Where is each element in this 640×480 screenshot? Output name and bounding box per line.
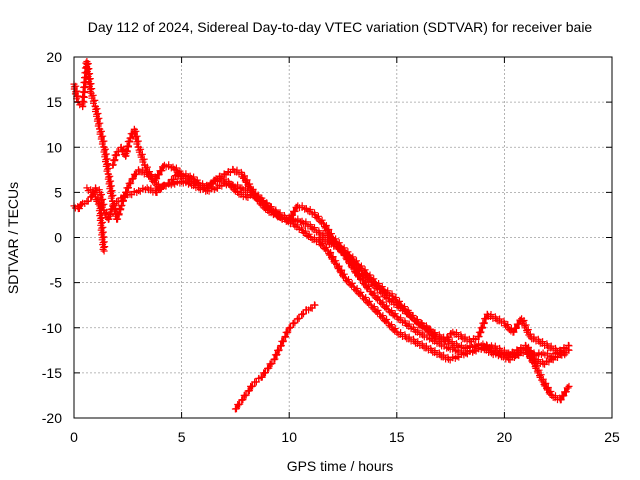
series-trace-a bbox=[70, 177, 573, 361]
x-tick-label: 0 bbox=[70, 429, 78, 445]
series-markers bbox=[315, 234, 573, 368]
series-markers bbox=[83, 184, 109, 255]
y-tick-label: -20 bbox=[42, 410, 62, 426]
x-tick-label: 20 bbox=[497, 429, 513, 445]
series-trace-f bbox=[83, 184, 109, 255]
x-axis-label: GPS time / hours bbox=[287, 458, 394, 474]
plot-frame bbox=[73, 56, 613, 419]
series-markers bbox=[70, 177, 573, 361]
series-trace-d bbox=[315, 234, 573, 368]
y-tick-label: 0 bbox=[54, 230, 62, 246]
y-tick-label: -15 bbox=[42, 365, 62, 381]
y-tick-label: -10 bbox=[42, 320, 62, 336]
y-axis-label: SDTVAR / TECUs bbox=[5, 182, 21, 294]
series-trace-e bbox=[231, 301, 319, 413]
y-tick-label: 10 bbox=[46, 139, 62, 155]
y-tick-label: -5 bbox=[50, 275, 63, 291]
x-tick-label: 5 bbox=[178, 429, 186, 445]
y-tick-label: 15 bbox=[46, 94, 62, 110]
data-layer bbox=[70, 58, 573, 413]
y-tick-label: 20 bbox=[46, 49, 62, 65]
series-markers bbox=[109, 125, 569, 359]
grid-layer bbox=[74, 57, 612, 418]
series-markers bbox=[231, 301, 319, 413]
x-tick-label: 25 bbox=[604, 429, 620, 445]
chart-title: Day 112 of 2024, Sidereal Day-to-day VTE… bbox=[88, 19, 593, 35]
x-tick-label: 15 bbox=[389, 429, 405, 445]
tick-layer: 0 5 10 15 20 25 -20 -15 -10 -5 0 5 10 15 20 bbox=[42, 49, 620, 445]
series-trace-c bbox=[109, 125, 569, 359]
y-tick-label: 5 bbox=[54, 184, 62, 200]
x-tick-label: 10 bbox=[281, 429, 297, 445]
